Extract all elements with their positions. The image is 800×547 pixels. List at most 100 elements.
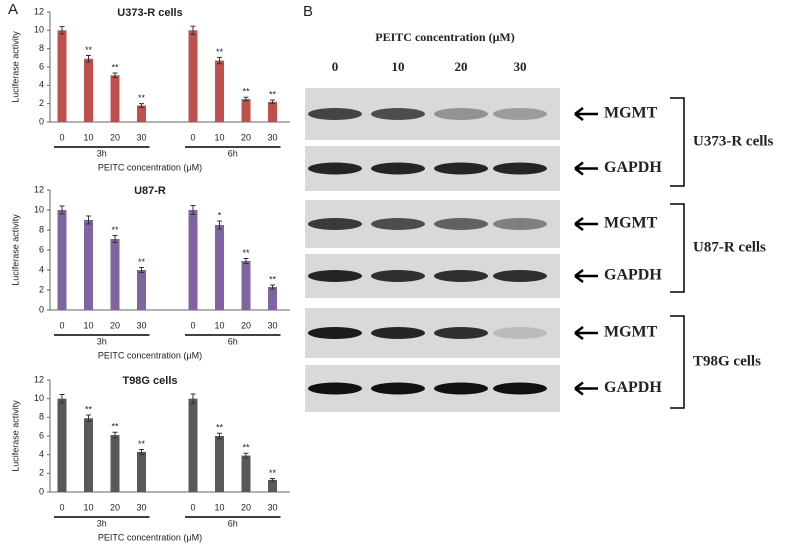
y-tick-label: 2	[39, 284, 44, 294]
chart-title: U373-R cells	[117, 7, 182, 19]
x-tick-label: 0	[59, 132, 64, 142]
blot-title: PEITC concentration (μM)	[375, 30, 514, 44]
x-tick-label: 0	[59, 502, 64, 512]
group-label: 6h	[228, 518, 238, 528]
arrow	[574, 107, 598, 121]
row-label: MGMT	[604, 215, 658, 232]
y-tick-label: 12	[34, 6, 44, 16]
band	[308, 108, 362, 120]
x-tick-label: 10	[83, 320, 93, 330]
band	[371, 270, 425, 282]
x-tick-label: 30	[267, 502, 277, 512]
significance: **	[111, 225, 119, 235]
y-axis-label: Luciferase activity	[10, 400, 20, 472]
x-tick-label: 0	[190, 132, 195, 142]
cell-line-label: T98G cells	[693, 353, 761, 369]
significance: **	[269, 468, 277, 478]
bar	[137, 105, 146, 122]
row-label: GAPDH	[604, 159, 662, 176]
error-bar	[59, 205, 65, 215]
significance: **	[85, 404, 93, 414]
band	[493, 218, 547, 230]
y-tick-label: 8	[39, 224, 44, 234]
significance: **	[242, 248, 250, 258]
arrow	[574, 326, 598, 340]
x-tick-label: 10	[214, 132, 224, 142]
significance: **	[216, 47, 224, 57]
band	[434, 270, 488, 282]
band	[371, 162, 425, 175]
x-tick-label: 10	[214, 320, 224, 330]
bar	[215, 436, 224, 492]
error-bar	[217, 432, 222, 440]
x-tick-label: 30	[136, 132, 146, 142]
bar	[84, 220, 93, 310]
band	[434, 162, 488, 175]
significance: *	[218, 210, 222, 220]
error-bar	[243, 96, 249, 102]
significance: **	[85, 45, 93, 55]
y-tick-label: 12	[34, 184, 44, 194]
arrow	[574, 381, 598, 396]
bar	[215, 60, 224, 122]
y-tick-label: 2	[39, 98, 44, 108]
bracket	[670, 315, 685, 409]
x-tick-label: 0	[59, 320, 64, 330]
error-bar	[139, 449, 144, 455]
panel-label: B	[303, 3, 313, 20]
y-axis-label: Luciferase activity	[10, 214, 20, 286]
bar	[188, 210, 198, 310]
x-tick-label: 30	[267, 132, 277, 142]
significance: **	[138, 93, 146, 103]
error-bar	[270, 477, 275, 482]
y-tick-label: 0	[39, 116, 44, 126]
y-tick-label: 0	[39, 486, 44, 496]
band	[308, 162, 362, 175]
group-label: 3h	[97, 518, 107, 528]
group-label: 6h	[228, 336, 238, 346]
y-tick-label: 10	[34, 204, 44, 214]
x-tick-label: 20	[241, 320, 251, 330]
row-label: GAPDH	[604, 379, 662, 396]
error-bar	[86, 215, 91, 225]
error-bar	[190, 25, 196, 35]
arrow	[574, 269, 598, 283]
bar	[268, 101, 277, 122]
y-tick-label: 4	[39, 449, 44, 459]
bracket	[670, 203, 685, 293]
bar	[215, 225, 224, 310]
error-bar	[86, 414, 91, 423]
cell-line-label: U373-R cells	[693, 133, 774, 149]
band	[434, 327, 488, 339]
lane-label: 30	[514, 59, 527, 74]
x-tick-label: 10	[83, 132, 93, 142]
bar	[188, 30, 198, 122]
lane-label: 10	[392, 59, 405, 74]
x-tick-label: 30	[136, 502, 146, 512]
band	[493, 162, 547, 175]
error-bar	[59, 393, 65, 404]
error-bar	[243, 452, 249, 459]
bar	[241, 261, 251, 310]
y-tick-label: 10	[34, 25, 44, 35]
band	[434, 218, 488, 230]
significance: **	[269, 274, 277, 284]
band	[493, 108, 547, 120]
band	[371, 218, 425, 230]
y-tick-label: 12	[34, 374, 44, 384]
y-tick-label: 0	[39, 304, 44, 314]
y-tick-label: 10	[34, 393, 44, 403]
bar	[268, 479, 277, 492]
error-bar	[139, 103, 144, 108]
band	[434, 108, 488, 120]
bar	[57, 30, 67, 122]
error-bar	[270, 284, 275, 290]
error-bar	[112, 235, 118, 243]
bar	[84, 58, 93, 122]
bar	[137, 451, 146, 492]
bar	[188, 398, 198, 492]
bar	[241, 455, 251, 492]
error-bar	[139, 267, 144, 273]
significance: **	[138, 439, 146, 449]
